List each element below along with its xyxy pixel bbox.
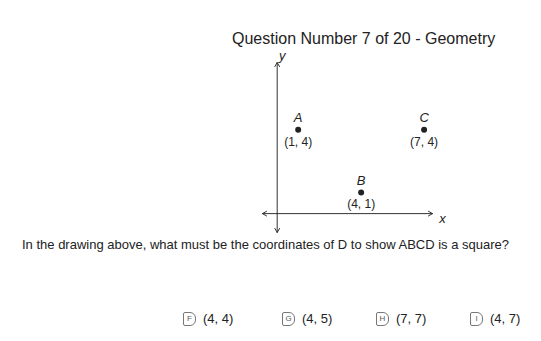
- svg-text:B: B: [357, 173, 366, 188]
- svg-text:y: y: [278, 48, 287, 63]
- html-text:H: H: [379, 313, 386, 323]
- html-text:F: F: [187, 313, 192, 323]
- html-text:(7, 7): (7, 7): [396, 311, 427, 326]
- html-text:I: I: [475, 313, 478, 323]
- html-text:(4, 7): (4, 7): [490, 311, 521, 326]
- html-text:In the drawing above, what mus: In the drawing above, what must be the c…: [22, 237, 510, 252]
- html-text:Question Number 7 of 20 - Geom: Question Number 7 of 20 - Geometry: [232, 30, 496, 47]
- html-text:(4, 4): (4, 4): [203, 311, 234, 326]
- html-text:G: G: [285, 313, 292, 323]
- svg-text:(1, 4): (1, 4): [284, 135, 312, 149]
- svg-text:x: x: [438, 211, 446, 226]
- svg-text:A: A: [293, 110, 303, 125]
- svg-text:(7, 4): (7, 4): [410, 135, 438, 149]
- html-text:(4, 5): (4, 5): [302, 311, 333, 326]
- svg-text:C: C: [419, 110, 429, 125]
- svg-text:(4, 1): (4, 1): [347, 197, 375, 211]
